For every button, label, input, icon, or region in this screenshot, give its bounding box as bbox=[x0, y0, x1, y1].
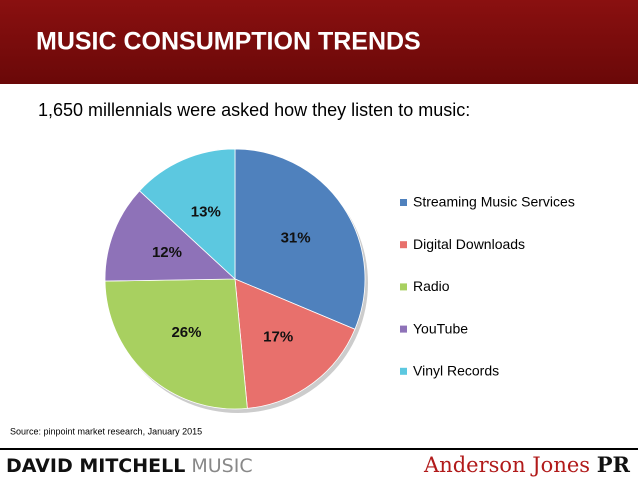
legend-swatch bbox=[400, 367, 407, 375]
legend-swatch bbox=[400, 241, 407, 249]
banner bbox=[0, 0, 638, 84]
pie-slice bbox=[104, 278, 248, 410]
legend-label: YouTube bbox=[413, 320, 468, 336]
pie-slice bbox=[138, 148, 236, 280]
legend-label: Vinyl Records bbox=[413, 363, 499, 379]
data-label: 26% bbox=[171, 324, 201, 341]
legend-swatch bbox=[400, 283, 407, 291]
legend-swatch bbox=[400, 325, 407, 333]
pie-slice bbox=[234, 278, 356, 409]
data-label: 17% bbox=[263, 329, 293, 346]
legend-label: Radio bbox=[413, 278, 450, 294]
data-label: 13% bbox=[191, 203, 221, 220]
data-label: 31% bbox=[281, 230, 311, 247]
footer-right-main: Anderson Jones bbox=[423, 453, 590, 477]
subtitle: 1,650 millennials were asked how they li… bbox=[38, 100, 470, 120]
footer-left: DAVID MITCHELL MUSIC bbox=[6, 455, 253, 477]
footer-right: Anderson Jones PR bbox=[423, 452, 630, 477]
footer-left-bold: DAVID MITCHELL bbox=[6, 455, 185, 477]
footer-left-light: MUSIC bbox=[191, 455, 252, 477]
legend-label: Streaming Music Services bbox=[413, 194, 575, 210]
pie-slice bbox=[104, 190, 237, 282]
chart: 31% 17% 26% 12% 13% Streaming Music Services D… bbox=[104, 148, 575, 413]
source: Source: pinpoint market research, Januar… bbox=[10, 426, 202, 436]
pie-slice bbox=[234, 148, 366, 330]
data-label: 12% bbox=[152, 244, 182, 261]
legend-swatch bbox=[400, 199, 407, 206]
chart-title: MUSIC CONSUMPTION TRENDS bbox=[36, 28, 421, 56]
legend-label: Digital Downloads bbox=[413, 236, 525, 252]
footer-right-suffix: PR bbox=[597, 452, 631, 477]
